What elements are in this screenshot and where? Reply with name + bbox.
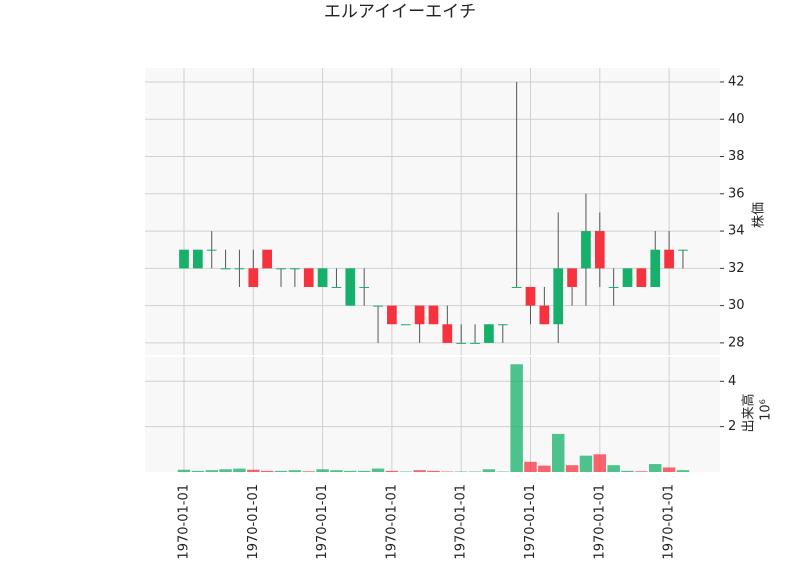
- y-tick-label: 36: [728, 186, 745, 201]
- candle-body: [526, 287, 536, 306]
- candle-body: [664, 250, 674, 269]
- volume-bar: [580, 456, 592, 472]
- candle-body: [650, 250, 660, 287]
- candle-body: [498, 324, 508, 325]
- volume-bar: [427, 471, 439, 472]
- candle-body: [276, 268, 286, 269]
- volume-bar: [566, 465, 578, 472]
- volume-bar: [247, 470, 259, 472]
- volume-bar: [663, 467, 675, 472]
- y-axis-label: 株価: [752, 202, 767, 228]
- volume-bar: [344, 471, 356, 472]
- candle-body: [623, 268, 633, 287]
- volume-scale: 10⁶: [759, 399, 774, 421]
- candle-body: [540, 306, 550, 325]
- candle-body: [456, 343, 466, 344]
- chart-title: エルアイイーエイチ: [324, 2, 476, 22]
- candle-body: [595, 231, 605, 268]
- volume-bar: [192, 471, 204, 472]
- candle-body: [387, 306, 397, 325]
- volume-bar: [621, 471, 633, 472]
- y-tick-label: 42: [728, 74, 745, 89]
- candle-body: [248, 268, 258, 287]
- candle-body: [235, 268, 245, 269]
- volume-bar: [538, 466, 550, 472]
- volume-bar: [219, 469, 231, 472]
- y-tick-label: 32: [728, 261, 745, 276]
- x-tick-label: 1970-01-01: [592, 484, 607, 560]
- candle-body: [415, 306, 425, 325]
- y-tick-label: 28: [728, 335, 745, 350]
- candle-body: [345, 268, 355, 305]
- volume-bar: [233, 469, 245, 472]
- candle-body: [637, 268, 647, 287]
- candle-body: [553, 268, 563, 324]
- candle-body: [373, 306, 383, 307]
- volume-bar: [649, 464, 661, 472]
- volume-panel: [145, 357, 720, 472]
- volume-bar: [552, 434, 564, 472]
- x-tick-label: 1970-01-01: [662, 484, 677, 560]
- candle-body: [304, 268, 314, 287]
- candle-body: [429, 306, 439, 325]
- volume-bar: [275, 471, 287, 472]
- volume-bar: [413, 470, 425, 472]
- volume-tick-label: 4: [728, 374, 736, 389]
- volume-bar: [289, 470, 301, 472]
- candle-body: [359, 287, 369, 288]
- candle-body: [581, 231, 591, 268]
- y-tick-label: 40: [728, 112, 745, 127]
- candle-body: [193, 250, 203, 269]
- volume-bar: [524, 462, 536, 472]
- candle-body: [609, 287, 619, 288]
- y-tick-label: 38: [728, 149, 745, 164]
- volume-bar: [205, 470, 217, 472]
- y-tick-label: 34: [728, 224, 745, 239]
- x-tick-label: 1970-01-01: [246, 484, 261, 560]
- volume-bar: [330, 470, 342, 472]
- candle-body: [484, 324, 494, 343]
- candle-body: [512, 287, 522, 288]
- x-tick-label: 1970-01-01: [177, 484, 192, 560]
- candle-body: [318, 268, 328, 287]
- candle-body: [567, 268, 577, 287]
- volume-axis-label: 出来高: [741, 393, 757, 432]
- candle-body: [401, 324, 411, 325]
- x-tick-label: 1970-01-01: [523, 484, 538, 560]
- y-tick-label: 30: [728, 298, 745, 313]
- candle-body: [442, 324, 452, 343]
- volume-bar: [358, 471, 370, 472]
- volume-bar: [261, 471, 273, 472]
- volume-bar: [178, 470, 190, 472]
- candle-body: [179, 250, 189, 269]
- volume-bar: [303, 471, 315, 472]
- candle-body: [332, 287, 342, 288]
- volume-bar: [635, 471, 647, 472]
- volume-bar: [607, 465, 619, 472]
- candle-body: [207, 250, 217, 251]
- volume-bar: [316, 469, 328, 472]
- volume-bar: [386, 471, 398, 472]
- candle-body: [678, 250, 688, 251]
- candle-body: [470, 343, 480, 344]
- x-tick-label: 1970-01-01: [454, 484, 469, 560]
- x-tick-label: 1970-01-01: [315, 484, 330, 560]
- volume-bar: [483, 469, 495, 472]
- volume-tick-label: 2: [728, 419, 736, 434]
- x-tick-label: 1970-01-01: [384, 484, 399, 560]
- volume-bar: [677, 470, 689, 472]
- candle-body: [262, 250, 272, 269]
- candle-body: [221, 268, 231, 269]
- volume-bar: [594, 454, 606, 472]
- candle-body: [290, 268, 300, 269]
- volume-bar: [372, 469, 384, 472]
- volume-bar: [510, 364, 522, 472]
